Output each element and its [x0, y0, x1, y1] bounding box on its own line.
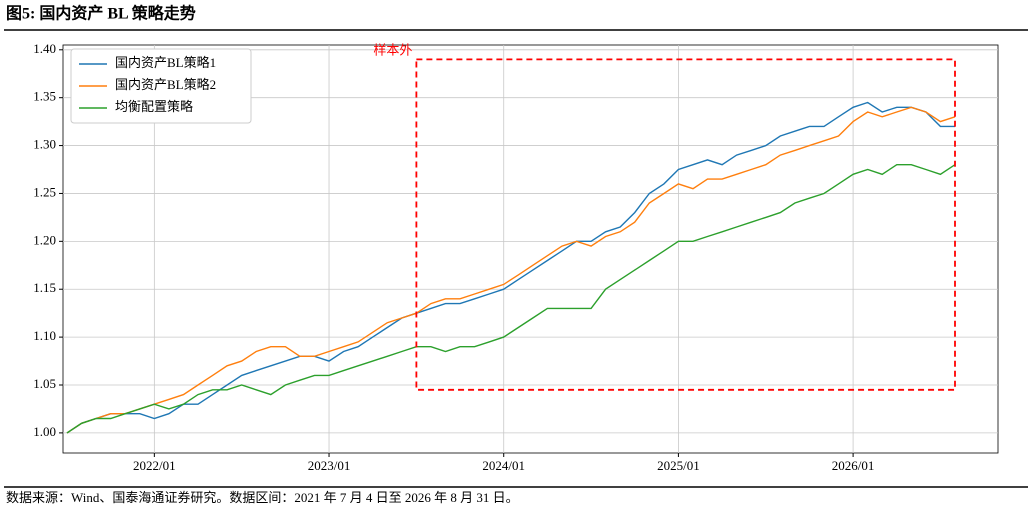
y-tick-label: 1.20 — [33, 232, 56, 247]
annotation-box — [415, 58, 956, 391]
y-tick-label: 1.15 — [33, 280, 56, 295]
legend-label: 国内资产BL策略1 — [115, 55, 216, 70]
y-tick-label: 1.10 — [33, 328, 56, 343]
chart-title: 图5: 国内资产 BL 策略走势 — [6, 4, 196, 23]
legend-label: 国内资产BL策略2 — [115, 77, 216, 92]
x-tick-label: 2024/01 — [482, 458, 525, 473]
y-tick-label: 1.00 — [33, 424, 56, 439]
x-tick-label: 2026/01 — [832, 458, 875, 473]
series-line — [66, 106, 956, 434]
y-tick-label: 1.25 — [33, 184, 56, 199]
legend-box — [70, 48, 252, 124]
legend-label: 均衡配置策略 — [115, 99, 193, 114]
y-tick-label: 1.05 — [33, 376, 56, 391]
series-line — [66, 164, 956, 434]
annotation-label: 样本外 — [373, 42, 412, 57]
source-note: 数据来源：Wind、国泰海通证券研究。数据区间：2021 年 7 月 4 日至 … — [6, 490, 519, 505]
series-line — [66, 101, 955, 434]
y-tick-label: 1.30 — [33, 137, 56, 152]
x-tick-label: 2022/01 — [133, 458, 176, 473]
x-tick-label: 2025/01 — [657, 458, 700, 473]
x-tick-label: 2023/01 — [308, 458, 351, 473]
y-tick-label: 1.35 — [33, 89, 56, 104]
plot-frame — [62, 44, 999, 454]
y-tick-label: 1.40 — [33, 41, 56, 56]
